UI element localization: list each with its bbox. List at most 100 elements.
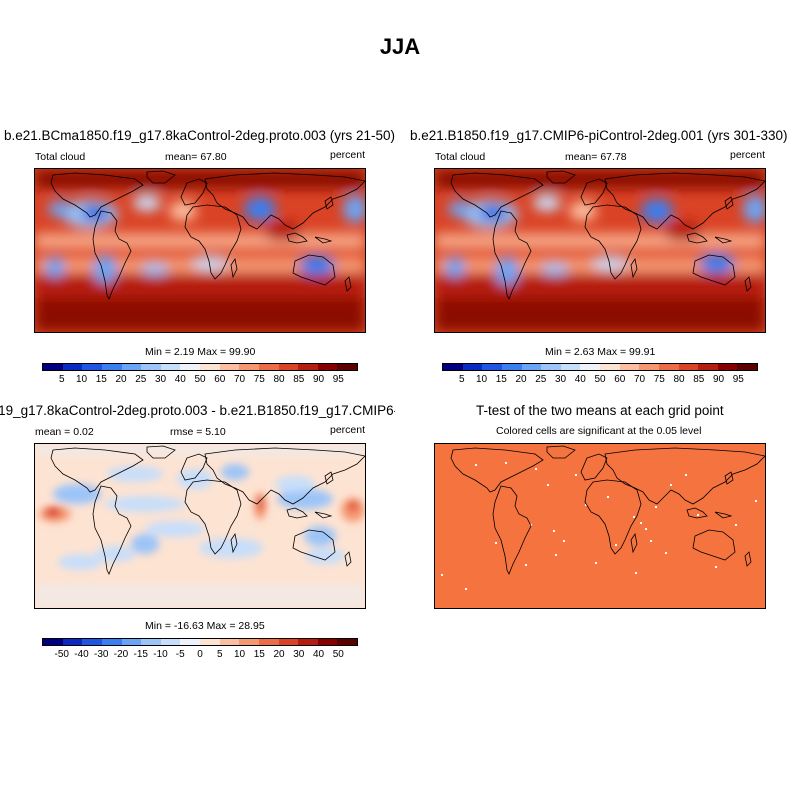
colorbar-swatch bbox=[200, 364, 220, 370]
diff-minmax: Min = -16.63 Max = 28.95 bbox=[145, 620, 265, 632]
colorbar-swatch bbox=[278, 639, 299, 645]
colorbar-swatch bbox=[239, 364, 259, 370]
colorbar-swatch bbox=[43, 639, 63, 645]
colorbar-swatch bbox=[698, 364, 718, 370]
colorbar-swatch bbox=[521, 364, 542, 370]
case1-mean-label: mean= 67.80 bbox=[165, 151, 227, 163]
colorbar-tick-label: 80 bbox=[673, 374, 685, 385]
case2-colorbar-labels: 5 10 15 20 25 30 40 50 60 70 75 80 85 90 95 bbox=[442, 374, 758, 386]
colorbar-swatch bbox=[298, 364, 318, 370]
colorbar-swatch bbox=[121, 364, 142, 370]
diff-units-label: percent bbox=[330, 424, 366, 436]
colorbar-tick-label: 10 bbox=[233, 649, 246, 660]
ttest-significance-map bbox=[434, 443, 766, 609]
diff-mean-label: mean = 0.02 bbox=[35, 426, 94, 438]
colorbar-tick-label: 70 bbox=[633, 374, 646, 385]
colorbar-swatch bbox=[501, 364, 522, 370]
colorbar-swatch bbox=[101, 364, 122, 370]
colorbar-tick-label: 95 bbox=[332, 374, 344, 385]
colorbar-swatch bbox=[658, 364, 679, 370]
colorbar-swatch bbox=[82, 639, 102, 645]
colorbar-tick-label: 50 bbox=[332, 649, 344, 660]
colorbar-tick-label: 5 bbox=[458, 374, 465, 385]
case1-title: b.e21.BCma1850.f19_g17.8kaControl-2deg.p… bbox=[4, 128, 395, 143]
colorbar-swatch bbox=[141, 364, 161, 370]
colorbar-swatch bbox=[560, 364, 581, 370]
colorbar-tick-label: 95 bbox=[732, 374, 744, 385]
colorbar-swatch bbox=[62, 364, 83, 370]
case1-minmax: Min = 2.19 Max = 99.90 bbox=[145, 346, 256, 358]
colorbar-tick-label: 90 bbox=[312, 374, 325, 385]
colorbar-tick-label: 90 bbox=[712, 374, 725, 385]
colorbar-tick-label: 5 bbox=[58, 374, 65, 385]
colorbar-swatch bbox=[678, 364, 699, 370]
colorbar-swatch bbox=[317, 364, 338, 370]
colorbar-tick-label: 20 bbox=[515, 374, 527, 385]
colorbar-tick-label: -5 bbox=[175, 649, 185, 660]
colorbar-tick-label: 30 bbox=[554, 374, 567, 385]
colorbar-tick-label: 40 bbox=[174, 374, 186, 385]
colorbar-tick-label: 85 bbox=[293, 374, 305, 385]
case1-variable-label: Total cloud bbox=[35, 151, 86, 163]
colorbar-swatch bbox=[737, 364, 757, 370]
colorbar-tick-label: 30 bbox=[293, 649, 305, 660]
colorbar-tick-label: 70 bbox=[233, 374, 246, 385]
colorbar-tick-label: -20 bbox=[113, 649, 129, 660]
colorbar-tick-label: 30 bbox=[154, 374, 167, 385]
colorbar-swatch bbox=[258, 639, 279, 645]
colorbar-swatch bbox=[482, 364, 502, 370]
colorbar-tick-label: 15 bbox=[495, 374, 507, 385]
colorbar-swatch bbox=[600, 364, 620, 370]
colorbar-swatch bbox=[141, 639, 161, 645]
case2-units-label: percent bbox=[730, 149, 766, 161]
diff-title-clip: b.e21.BCma1850.f19_g17.8kaControl-2deg.p… bbox=[0, 400, 395, 422]
colorbar-tick-label: 5 bbox=[216, 649, 223, 660]
colorbar-swatch bbox=[101, 639, 122, 645]
diff-cloud-map bbox=[34, 443, 366, 609]
colorbar-tick-label: 15 bbox=[95, 374, 107, 385]
colorbar-tick-label: 60 bbox=[214, 374, 226, 385]
colorbar-tick-label: 75 bbox=[253, 374, 265, 385]
colorbar-tick-label: 0 bbox=[197, 649, 203, 660]
colorbar-swatch bbox=[43, 364, 63, 370]
colorbar-swatch bbox=[219, 639, 240, 645]
colorbar-tick-label: 75 bbox=[653, 374, 665, 385]
colorbar-swatch bbox=[580, 364, 600, 370]
colorbar-tick-label: -30 bbox=[94, 649, 109, 660]
colorbar-swatch bbox=[200, 639, 220, 645]
diff-colorbar bbox=[42, 638, 358, 646]
colorbar-swatch bbox=[462, 364, 483, 370]
colorbar-swatch bbox=[337, 364, 357, 370]
colorbar-tick-label: 60 bbox=[614, 374, 626, 385]
colorbar-swatch bbox=[62, 639, 83, 645]
colorbar-swatch bbox=[278, 364, 299, 370]
colorbar-swatch bbox=[337, 639, 357, 645]
case1-cloud-map bbox=[34, 168, 366, 333]
colorbar-tick-label: 50 bbox=[194, 374, 206, 385]
colorbar-swatch bbox=[258, 364, 279, 370]
colorbar-tick-label: 20 bbox=[273, 649, 285, 660]
ttest-subtitle: Colored cells are significant at the 0.0… bbox=[496, 425, 702, 437]
colorbar-tick-label: 80 bbox=[273, 374, 285, 385]
colorbar-swatch bbox=[219, 364, 240, 370]
colorbar-swatch bbox=[443, 364, 463, 370]
colorbar-tick-label: 50 bbox=[594, 374, 606, 385]
case1-colorbar-labels: 5 10 15 20 25 30 40 50 60 70 75 80 85 90 95 bbox=[42, 374, 358, 386]
colorbar-tick-label: 85 bbox=[693, 374, 705, 385]
colorbar-tick-label: 15 bbox=[253, 649, 265, 660]
colorbar-swatch bbox=[180, 364, 200, 370]
case2-title: b.e21.B1850.f19_g17.CMIP6-piControl-2deg… bbox=[410, 128, 788, 143]
colorbar-tick-label: 20 bbox=[115, 374, 127, 385]
colorbar-tick-label: 25 bbox=[135, 374, 147, 385]
colorbar-tick-label: -15 bbox=[133, 649, 148, 660]
colorbar-swatch bbox=[180, 639, 200, 645]
colorbar-swatch bbox=[317, 639, 338, 645]
case1-colorbar bbox=[42, 363, 358, 371]
colorbar-swatch bbox=[160, 639, 181, 645]
colorbar-tick-label: 40 bbox=[312, 649, 325, 660]
colorbar-swatch bbox=[298, 639, 318, 645]
diff-rmse-label: rmse = 5.10 bbox=[170, 426, 226, 438]
colorbar-swatch bbox=[541, 364, 561, 370]
diff-colorbar-labels: -50 -40 -30 -20 -15 -10 -5 0 5 10 15 20 30 40 50 bbox=[42, 649, 358, 661]
case1-units-label: percent bbox=[330, 149, 366, 161]
